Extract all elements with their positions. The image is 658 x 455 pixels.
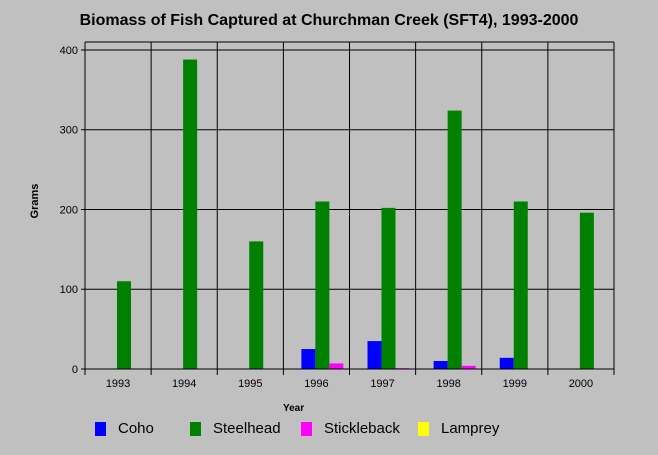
bar-steelhead-1999 (513, 201, 528, 369)
x-tick-label: 2000 (569, 378, 593, 390)
legend-swatch (95, 421, 106, 436)
bar-steelhead-1995 (249, 241, 264, 369)
legend-item-coho: Coho (95, 420, 154, 437)
y-tick-label: 300 (60, 125, 78, 137)
bar-steelhead-1996 (315, 201, 330, 369)
bar-coho-1996 (301, 349, 316, 369)
bar-coho-1999 (499, 357, 514, 369)
legend-swatch (190, 421, 201, 436)
x-tick-label: 1994 (172, 378, 196, 390)
y-axis-label: Grams (29, 183, 41, 219)
bar-stickleback-1998 (461, 365, 476, 369)
axes: 0 100 200 300 400 1993 1994 1995 1996 1997 1998 199… (60, 41, 615, 390)
legend-label: Coho (118, 420, 154, 437)
bar-steelhead-1993 (117, 281, 131, 369)
x-tick-label: 1998 (436, 378, 460, 390)
y-tick-label: 100 (60, 284, 78, 296)
legend-item-steelhead: Steelhead (190, 420, 281, 437)
x-axis-label: Year (283, 403, 305, 414)
y-tick-label: 200 (60, 204, 78, 216)
x-tick-label: 1995 (238, 378, 262, 390)
legend-label: Stickleback (324, 420, 400, 437)
y-tick-label: 0 (72, 364, 78, 376)
x-tick-label: 1997 (370, 378, 394, 390)
legend-swatch (418, 421, 429, 436)
legend-item-stickleback: Stickleback (301, 420, 400, 437)
x-tick-label: 1993 (106, 378, 130, 390)
bar-coho-1998 (433, 361, 448, 369)
gridlines (85, 42, 614, 369)
x-tick-label: 1999 (503, 378, 527, 390)
x-tick-label: 1996 (304, 378, 328, 390)
bar-stickleback-1996 (329, 363, 344, 369)
bars (117, 59, 594, 370)
legend-item-lamprey: Lamprey (418, 420, 499, 437)
legend-swatch (301, 421, 312, 436)
y-tick-label: 400 (60, 45, 78, 57)
bar-steelhead-1998 (447, 110, 462, 369)
bar-coho-1997 (367, 341, 382, 369)
legend-label: Steelhead (213, 420, 281, 437)
bar-steelhead-1997 (381, 207, 396, 369)
bar-steelhead-2000 (579, 212, 594, 369)
legend-label: Lamprey (441, 420, 500, 437)
bar-steelhead-1994 (183, 59, 198, 370)
chart-title: Biomass of Fish Captured at Churchman Cr… (79, 12, 579, 29)
